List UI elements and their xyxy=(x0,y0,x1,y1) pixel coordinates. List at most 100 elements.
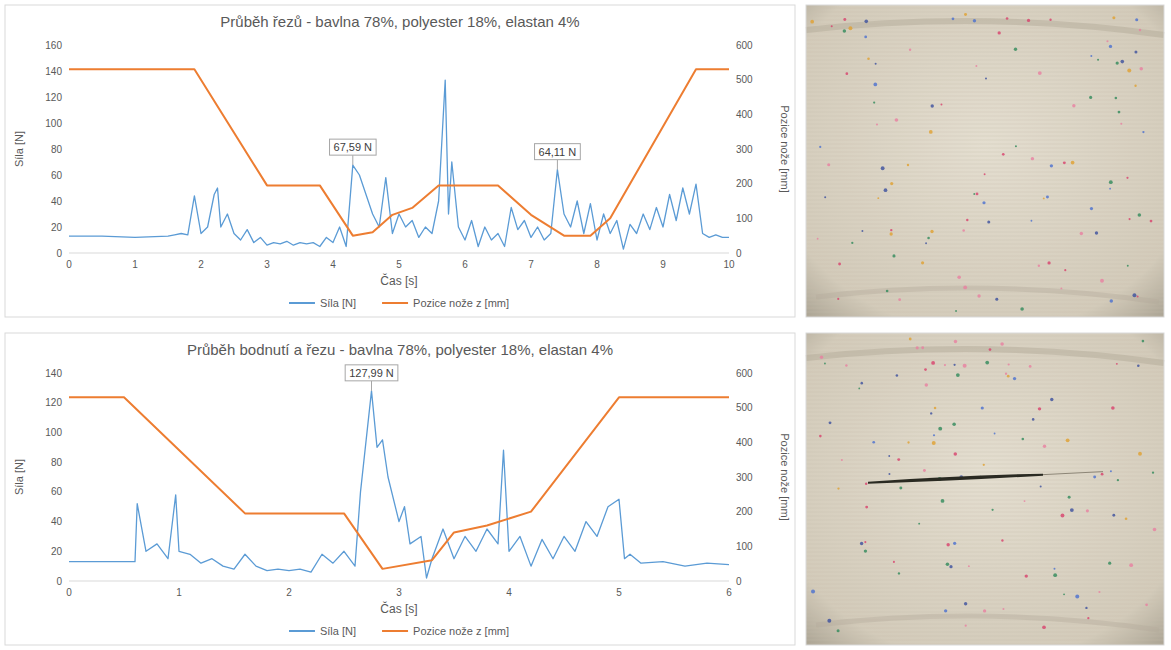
speckle xyxy=(934,407,936,409)
speckle xyxy=(848,26,852,30)
speckle xyxy=(983,464,985,466)
y2-tick-label: 200 xyxy=(736,506,753,517)
page: Průběh řezů - bavlna 78%, polyester 18%,… xyxy=(0,0,1171,650)
texture xyxy=(806,228,1164,229)
speckle xyxy=(956,373,960,377)
texture xyxy=(806,92,1164,93)
speckle xyxy=(1008,363,1010,365)
texture xyxy=(806,304,1164,305)
speckle xyxy=(925,383,929,387)
speckle xyxy=(954,340,957,343)
speckle xyxy=(831,25,833,27)
texture xyxy=(806,244,1164,245)
speckle xyxy=(963,364,967,368)
speckle xyxy=(888,455,890,457)
texture xyxy=(806,404,1164,405)
fabric xyxy=(806,5,1164,317)
y-tick-label: 160 xyxy=(45,40,62,51)
speckle xyxy=(1137,295,1139,297)
speckle xyxy=(995,298,998,301)
speckle xyxy=(1002,608,1004,610)
speckle xyxy=(1089,96,1092,99)
texture xyxy=(806,448,1164,449)
y-tick-label: 60 xyxy=(51,486,63,497)
y-tick-label: 80 xyxy=(51,144,63,155)
y2-tick-label: 500 xyxy=(736,74,753,85)
speckle xyxy=(1109,45,1112,48)
series-line xyxy=(69,391,729,578)
texture xyxy=(806,112,1164,113)
texture xyxy=(806,588,1164,589)
speckle xyxy=(1042,625,1046,629)
x-tick-label: 5 xyxy=(396,259,402,270)
texture xyxy=(806,540,1164,541)
legend-swatch xyxy=(289,630,315,632)
speckle xyxy=(1024,500,1026,502)
speckle xyxy=(968,565,970,567)
texture xyxy=(806,44,1164,45)
speckle xyxy=(873,83,877,87)
speckle xyxy=(931,104,934,107)
y-tick-label: 0 xyxy=(56,248,62,259)
texture xyxy=(806,340,1164,341)
speckle xyxy=(1097,59,1099,61)
speckle xyxy=(895,118,899,122)
speckle xyxy=(1101,473,1104,476)
speckle xyxy=(1054,568,1056,570)
speckle xyxy=(889,232,892,235)
y-axis-title: Síla [N] xyxy=(13,459,25,495)
speckle xyxy=(1120,123,1122,125)
texture xyxy=(806,432,1164,433)
texture xyxy=(806,572,1164,573)
y2-tick-label: 0 xyxy=(736,576,742,587)
speckle xyxy=(841,459,843,461)
texture xyxy=(806,316,1164,317)
texture xyxy=(806,104,1164,105)
y2-axis-title: Pozice nože [mm] xyxy=(779,105,791,192)
speckle xyxy=(1032,418,1035,421)
speckle xyxy=(1070,508,1074,512)
texture xyxy=(806,284,1164,285)
texture xyxy=(806,176,1164,177)
speckle xyxy=(954,452,958,456)
x-tick-label: 1 xyxy=(132,259,138,270)
texture xyxy=(806,16,1164,17)
speckle xyxy=(877,197,879,199)
speckle xyxy=(1112,514,1115,517)
speckle xyxy=(1125,517,1128,520)
texture xyxy=(806,272,1164,273)
texture xyxy=(806,336,1164,337)
legend-item: Síla [N] xyxy=(289,297,356,309)
texture xyxy=(806,592,1164,593)
speckle xyxy=(907,441,909,443)
legend-label: Síla [N] xyxy=(320,297,356,309)
texture xyxy=(806,144,1164,145)
texture xyxy=(806,380,1164,381)
x-tick-label: 1 xyxy=(176,587,182,598)
texture xyxy=(806,504,1164,505)
texture xyxy=(806,420,1164,421)
legend-label: Síla [N] xyxy=(320,625,356,637)
chart-title: Průběh bodnutí a řezu - bavlna 78%, poly… xyxy=(187,341,613,358)
texture xyxy=(806,580,1164,581)
speckle xyxy=(884,188,888,192)
speckle xyxy=(1142,340,1145,343)
texture xyxy=(806,364,1164,365)
speckle xyxy=(1007,375,1010,378)
texture xyxy=(806,416,1164,417)
y-tick-label: 40 xyxy=(51,516,63,527)
speckle xyxy=(930,230,933,233)
speckle xyxy=(966,219,968,221)
texture xyxy=(806,128,1164,129)
texture xyxy=(806,148,1164,149)
speckle xyxy=(1112,16,1115,19)
speckle xyxy=(851,242,853,244)
texture xyxy=(806,264,1164,265)
speckle xyxy=(975,65,977,67)
speckle xyxy=(930,412,932,414)
speckle xyxy=(819,435,822,438)
y2-tick-label: 600 xyxy=(736,40,753,51)
speckle xyxy=(1145,603,1148,606)
texture xyxy=(806,100,1164,101)
speckle xyxy=(955,310,957,312)
